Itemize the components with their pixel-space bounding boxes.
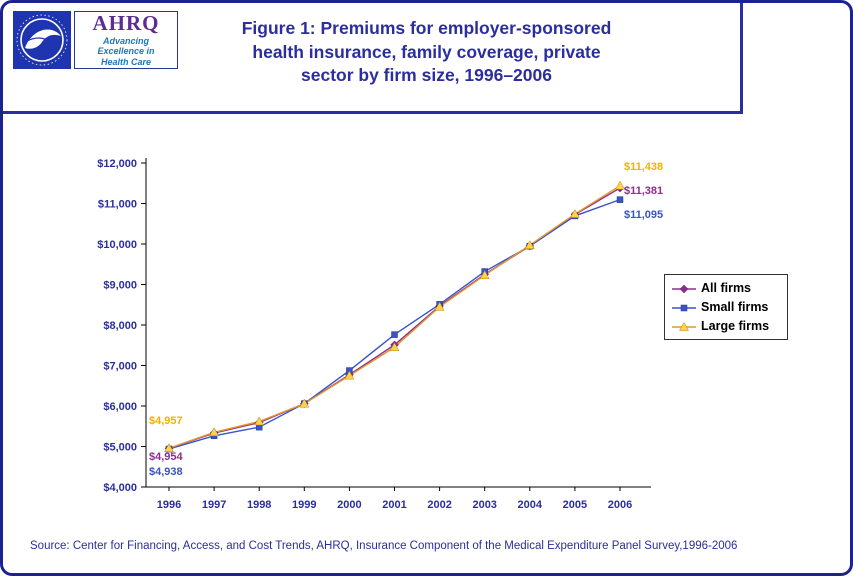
- marker-triangle: [615, 180, 625, 190]
- marker-diamond: [679, 284, 689, 293]
- y-tick-label: $12,000: [97, 158, 137, 170]
- data-label: $11,095: [624, 209, 663, 221]
- title-line-2: health insurance, family coverage, priva…: [252, 41, 601, 62]
- series-line-0: [168, 187, 621, 450]
- marker-triangle: [344, 370, 355, 380]
- hhs-logo-icon: [13, 11, 71, 69]
- marker-triangle: [299, 398, 310, 408]
- ahrq-tagline: Advancing Excellence in Health Care: [97, 36, 154, 66]
- header-logos: AHRQ Advancing Excellence in Health Care: [13, 11, 178, 69]
- legend-marker-large-firms: [672, 321, 696, 331]
- chart-legend: All firms Small firms Large firms: [664, 274, 788, 340]
- header-rule-horizontal: [3, 111, 743, 114]
- y-tick-label: $4,000: [103, 482, 137, 494]
- x-tick-label: 2006: [608, 499, 632, 511]
- legend-item-small-firms: Small firms: [671, 300, 781, 314]
- marker-triangle: [434, 301, 445, 311]
- data-label: $11,438: [624, 161, 663, 173]
- ahrq-tagline-line-2: Excellence in: [97, 46, 155, 57]
- y-tick-label: $5,000: [103, 442, 137, 454]
- y-tick-label: $10,000: [97, 239, 137, 251]
- data-label: $11,381: [624, 185, 663, 197]
- legend-label-all-firms: All firms: [701, 281, 752, 295]
- title-line-1: Figure 1: Premiums for employer-sponsore…: [241, 18, 612, 38]
- page-title: Figure 1: Premiums for employer-sponsore…: [177, 17, 677, 88]
- y-tick-label: $7,000: [103, 361, 137, 373]
- ahrq-logo: AHRQ Advancing Excellence in Health Care: [74, 11, 178, 69]
- data-label: $4,954: [149, 451, 184, 463]
- x-tick-label: 2002: [427, 499, 451, 511]
- marker-triangle: [524, 240, 535, 249]
- marker-triangle: [254, 416, 265, 426]
- legend-item-large-firms: Large firms: [671, 319, 781, 333]
- y-tick-label: $11,000: [98, 199, 137, 211]
- legend-label-large-firms: Large firms: [701, 319, 770, 333]
- x-tick-label: 1997: [202, 499, 226, 511]
- x-tick-label: 1996: [157, 499, 181, 511]
- marker-square: [616, 196, 624, 203]
- data-label: $4,938: [149, 466, 183, 478]
- marker-triangle: [209, 427, 220, 437]
- title-line-3: sector by firm size, 1996–2006: [301, 65, 552, 86]
- y-tick-label: $6,000: [103, 401, 137, 413]
- source-note: Source: Center for Financing, Access, an…: [30, 540, 738, 552]
- y-tick-label: $9,000: [103, 280, 137, 292]
- legend-marker-small-firms: [672, 304, 696, 311]
- legend-label-small-firms: Small firms: [701, 300, 769, 314]
- x-tick-label: 1998: [247, 499, 271, 511]
- y-tick-label: $8,000: [103, 320, 137, 332]
- premium-trend-chart: $4,000 $5,000 $6,000 $7,000 $8,000 $9,000 $10,…: [97, 158, 663, 511]
- marker-square: [391, 331, 398, 338]
- x-tick-label: 2003: [472, 499, 496, 511]
- legend-item-all-firms: All firms: [671, 281, 781, 295]
- x-tick-label: 1999: [292, 499, 316, 511]
- ahrq-acronym: AHRQ: [92, 11, 160, 36]
- x-tick-label: 2004: [518, 499, 543, 511]
- marker-square: [680, 304, 688, 311]
- data-label: $4,957: [149, 415, 183, 427]
- marker-triangle: [389, 342, 400, 352]
- marker-triangle: [479, 270, 490, 279]
- ahrq-tagline-line-3: Health Care: [100, 56, 151, 67]
- legend-marker-all-firms: [672, 284, 696, 293]
- x-tick-label: 2005: [563, 499, 587, 511]
- marker-triangle: [164, 443, 174, 452]
- marker-triangle: [569, 209, 580, 218]
- marker-triangle: [679, 321, 689, 331]
- x-tick-label: 2001: [382, 499, 406, 511]
- header-rule-vertical: [740, 3, 743, 114]
- x-tick-label: 2000: [337, 499, 361, 511]
- series-line-1: [168, 198, 621, 450]
- ahrq-tagline-line-1: Advancing: [102, 36, 149, 47]
- series-line-2: [168, 185, 621, 449]
